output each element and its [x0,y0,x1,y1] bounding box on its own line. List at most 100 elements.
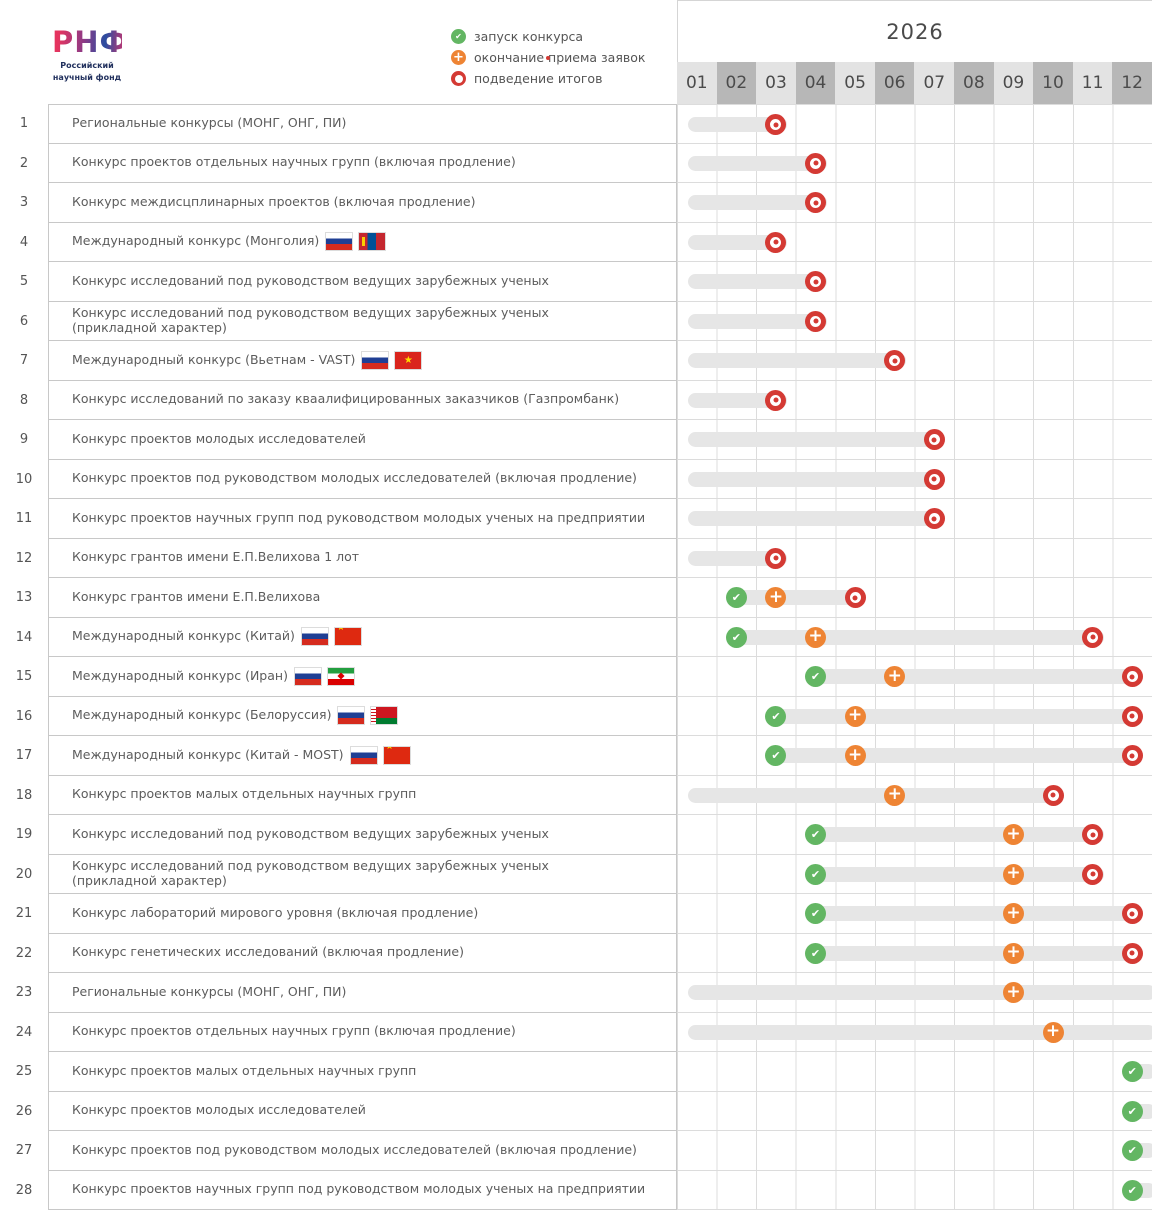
competition-title-cell: Конкурс грантов имени Е.П.Велихова [48,578,677,618]
deadline-marker [1002,863,1024,885]
flag-mongolia-icon [359,233,386,251]
competition-title-cell: Конкурс лабораторий мирового уровня (вкл… [48,894,677,934]
row-number: 7 [19,353,29,369]
legend-label: окончание приема заявок [474,50,646,65]
competition-title-cell: Международный конкурс (Вьетнам - VAST) [48,341,677,381]
competition-title-cell: Конкурс проектов малых отдельных научных… [48,775,677,815]
launch-marker [725,587,747,608]
timeline-bar [767,748,1144,763]
launch-marker [805,942,827,964]
competition-title: Конкурс проектов под руководством молоды… [72,1141,637,1157]
month-header-row: 01 02 03 04 05 06 07 08 09 10 11 12 [677,62,1152,104]
month-header-cell: 10 [1033,62,1073,104]
month-header-cell: 07 [914,62,955,104]
schedule-rows: 1 Региональные конкурсы (МОНГ, ОНГ, ПИ) 2 К… [0,104,1152,1210]
competition-title-cell: Международный конкурс (Китай) [48,617,677,657]
timeline-cell [677,815,1152,855]
month-header-cell: 03 [756,62,796,104]
flag-china-icon [334,628,361,646]
deadline-marker [884,784,906,806]
flag-iran-icon [327,667,354,685]
launch-marker [805,863,827,885]
results-marker [1042,784,1064,806]
launch-marker [765,705,787,727]
competition-title: Конкурс проектов малых отдельных научных… [72,786,417,802]
schedule-row: 1 Региональные конкурсы (МОНГ, ОНГ, ПИ) [0,104,1152,144]
timeline-bar [688,985,1152,1000]
timeline-cell [677,222,1152,262]
row-number: 28 [15,1182,33,1198]
row-number: 15 [15,669,33,685]
row-number: 9 [19,432,29,448]
schedule-row: 14 Международный конкурс (Китай) [0,617,1152,657]
deadline-marker [884,666,906,687]
competition-title-cell: Конкурс проектов под руководством молоды… [48,459,677,499]
competition-title-cell: Конкурс проектов под руководством молоды… [48,1131,677,1171]
timeline-cell [677,1012,1152,1052]
competition-title: Конкурс проектов научных групп под руков… [72,1181,646,1197]
timeline-bar [767,708,1144,724]
row-number: 21 [15,906,33,922]
timeline-bar [728,590,867,605]
competition-title: Конкурс исследований под руководством ве… [72,858,549,888]
deadline-marker [1002,982,1024,1003]
schedule-row: 12 Конкурс грантов имени Е.П.Велихова 1 л… [0,538,1152,578]
flag-russia-icon [362,351,389,369]
month-header-cell: 04 [795,62,836,104]
timeline-bar [807,945,1144,961]
competition-title: Международный конкурс (Иран) [72,667,288,683]
flag-russia-icon [326,233,353,251]
schedule-row: 9 Конкурс проектов молодых исследователей [0,420,1152,460]
results-marker [1121,903,1143,924]
competition-title: Конкурс грантов имени Е.П.Велихова [72,588,321,604]
month-header-cell: 09 [993,62,1034,104]
competition-title-cell: Конкурс проектов отдельных научных групп… [48,143,677,183]
timeline-cell [677,775,1152,815]
schedule-row: 3 Конкурс междисцплинарных проектов (вклю… [0,183,1152,223]
competition-title-cell: Региональные конкурсы (МОНГ, ОНГ, ПИ) [48,973,677,1013]
competition-title-cell: Международный конкурс (Белоруссия) [48,696,677,736]
row-number: 2 [19,155,29,171]
row-number: 13 [15,590,33,606]
row-number: 17 [15,748,33,764]
launch-marker [1121,1061,1143,1082]
competition-title: Конкурс исследований под руководством ве… [72,272,549,288]
competition-title: Международный конкурс (Китай) [72,628,295,644]
results-marker [765,231,787,253]
row-number: 12 [15,550,33,566]
deadline-marker [1002,824,1024,845]
legend-item-results: подведение итогов [451,71,645,86]
month-header-cell: 08 [954,62,994,104]
flag-russia-icon [338,707,365,725]
schedule-row: 18 Конкурс проектов малых отдельных научн… [0,775,1152,815]
launch-check-icon [451,29,466,44]
launch-marker [1121,1100,1143,1122]
competition-title: Конкурс проектов под руководством молоды… [72,470,637,486]
deadline-plus-icon [451,50,466,65]
competition-title-cell: Конкурс генетических исследований (включ… [48,933,677,973]
schedule-row: 28 Конкурс проектов научных групп под рук… [0,1170,1152,1210]
competition-title: Конкурс грантов имени Е.П.Велихова 1 лот [72,549,360,565]
schedule-row: 23 Региональные конкурсы (МОНГ, ОНГ, ПИ) [0,973,1152,1013]
timeline-cell [677,459,1152,499]
schedule-row: 25 Конкурс проектов малых отдельных научн… [0,1052,1152,1092]
row-number: 5 [19,274,29,290]
schedule-row: 15 Международный конкурс (Иран) [0,657,1152,697]
month-header-cell: 06 [874,62,915,104]
timeline-cell [677,894,1152,934]
flag-russia-icon [301,628,328,646]
timeline-bar [688,353,906,368]
schedule-row: 8 Конкурс исследований по заказу кваалифи… [0,380,1152,420]
launch-marker [725,626,747,648]
row-number: 4 [19,234,29,250]
legend: запуск конкурса окончание приема заявок … [451,29,645,86]
competition-title-cell: Международный конкурс (Китай - MOST) [48,736,677,776]
competition-title: Международный конкурс (Китай - MOST) [72,746,344,762]
timeline-cell [677,341,1152,381]
timeline-cell [677,657,1152,697]
deadline-marker [805,626,827,648]
schedule-row: 20 Конкурс исследований под руководством … [0,854,1152,894]
timeline-bar [688,1024,1152,1040]
competition-title: Конкурс междисцплинарных проектов (включ… [72,193,476,209]
legend-label: запуск конкурса [474,29,584,44]
